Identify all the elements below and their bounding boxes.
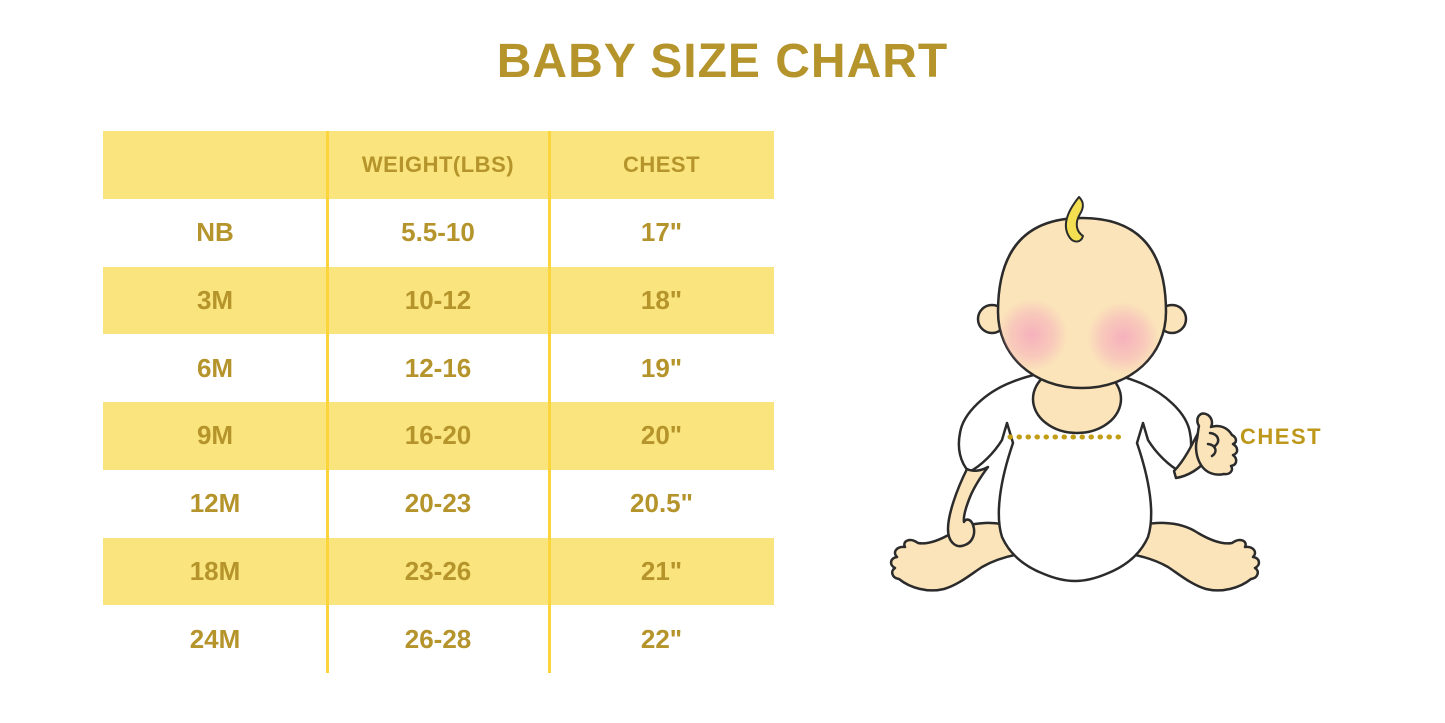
cell-size: 12M xyxy=(189,488,241,519)
baby-fist-knuckle-line xyxy=(1208,431,1220,448)
cell-weight: 23-26 xyxy=(404,555,472,586)
column-divider xyxy=(548,131,551,673)
table-row: NB 5.5-10 17" xyxy=(103,198,774,267)
cell-chest: 19" xyxy=(640,352,683,383)
header-cell-chest: CHEST xyxy=(622,151,701,177)
cell-weight: 12-16 xyxy=(404,352,472,383)
baby-illustration xyxy=(889,196,1261,592)
table-row: 24M 26-28 22" xyxy=(103,605,774,673)
cell-chest: 17" xyxy=(640,217,683,248)
cell-weight: 5.5-10 xyxy=(401,217,475,248)
baby-body xyxy=(957,368,1193,583)
baby-cheek-right xyxy=(1087,302,1159,374)
cell-weight: 10-12 xyxy=(404,284,472,315)
baby-hair-curl xyxy=(1064,196,1084,243)
cell-size: 24M xyxy=(189,623,241,654)
header-cell-weight: WEIGHT(LBS) xyxy=(361,151,515,177)
cell-weight: 20-23 xyxy=(404,488,472,519)
baby-left-arm xyxy=(946,465,990,548)
cell-size: NB xyxy=(196,217,234,248)
size-table: WEIGHT(LBS) CHEST NB 5.5-10 17" 3M 10-12… xyxy=(103,131,774,673)
cell-size: 18M xyxy=(189,555,241,586)
cell-size: 9M xyxy=(196,420,234,451)
baby-cheek-left xyxy=(998,299,1068,371)
table-header-row: WEIGHT(LBS) CHEST xyxy=(103,131,774,199)
table-row: 18M 23-26 21" xyxy=(103,537,774,606)
table-row: 9M 16-20 20" xyxy=(103,402,774,470)
column-divider xyxy=(326,131,329,673)
table-row: 3M 10-12 18" xyxy=(103,266,774,335)
page-title: BABY SIZE CHART xyxy=(496,35,949,88)
baby-left-leg xyxy=(889,521,1030,592)
baby-right-leg xyxy=(1120,521,1261,592)
cell-size: 6M xyxy=(196,352,234,383)
cell-size: 3M xyxy=(196,284,234,315)
chest-label: CHEST xyxy=(1240,424,1323,449)
cell-chest: 20.5" xyxy=(630,488,693,519)
cell-chest: 22" xyxy=(640,623,683,654)
cell-weight: 16-20 xyxy=(404,420,472,451)
table-row: 6M 12-16 19" xyxy=(103,334,774,402)
table-row: 12M 20-23 20.5" xyxy=(103,469,774,538)
cell-weight: 26-28 xyxy=(404,623,472,654)
cell-chest: 21" xyxy=(640,555,683,586)
baby-fist-knuckle-line xyxy=(1206,442,1217,458)
cell-chest: 20" xyxy=(640,420,683,451)
cell-chest: 18" xyxy=(640,284,683,315)
